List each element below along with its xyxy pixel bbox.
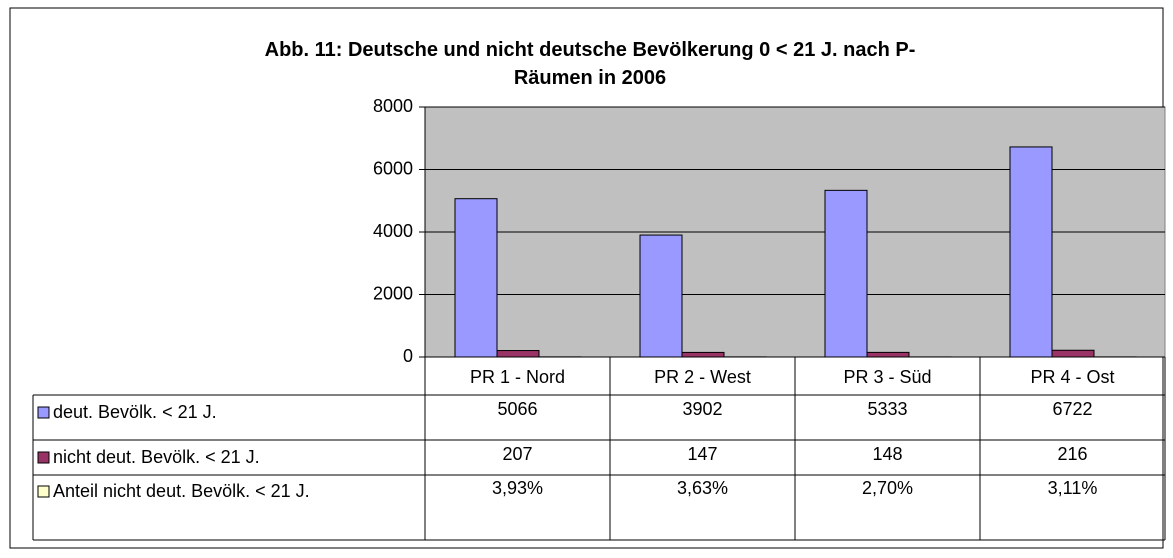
table-value: 3902 <box>682 399 722 419</box>
bar <box>681 351 725 358</box>
x-tick-label: PR 3 - Süd <box>843 367 931 387</box>
bar <box>496 350 540 358</box>
bar <box>639 234 683 358</box>
table-value: 5333 <box>867 399 907 419</box>
bar <box>1051 349 1095 358</box>
table-value: 2,70% <box>862 478 913 498</box>
bar <box>866 351 910 358</box>
table-value: 3,11% <box>1048 478 1098 498</box>
table-value: 5066 <box>497 399 537 419</box>
table-value: 148 <box>872 444 902 464</box>
table-value: 147 <box>687 444 717 464</box>
table-value: 207 <box>502 444 532 464</box>
y-tick-label: 8000 <box>373 96 413 116</box>
legend-label: deut. Bevölk. < 21 J. <box>53 402 217 422</box>
legend-key <box>37 451 50 464</box>
bar <box>1009 146 1053 358</box>
y-tick-label: 2000 <box>373 283 413 303</box>
table-value: 3,93% <box>492 478 543 498</box>
table-value: 6722 <box>1052 399 1092 419</box>
legend-label: nicht deut. Bevölk. < 21 J. <box>53 447 260 467</box>
y-tick-label: 0 <box>403 346 413 366</box>
legend-key <box>37 485 50 498</box>
y-tick-label: 6000 <box>373 158 413 178</box>
legend-label: Anteil nicht deut. Bevölk. < 21 J. <box>53 481 310 501</box>
table-value: 3,63% <box>677 478 728 498</box>
chart-title: Abb. 11: Deutsche und nicht deutsche Bev… <box>264 39 916 89</box>
y-tick-label: 4000 <box>373 221 413 241</box>
x-tick-label: PR 1 - Nord <box>470 367 565 387</box>
x-tick-label: PR 4 - Ost <box>1030 367 1114 387</box>
bar <box>454 198 498 358</box>
bar <box>824 189 868 358</box>
legend-key <box>37 406 50 419</box>
table-value: 216 <box>1057 444 1087 464</box>
x-tick-label: PR 2 - West <box>654 367 751 387</box>
